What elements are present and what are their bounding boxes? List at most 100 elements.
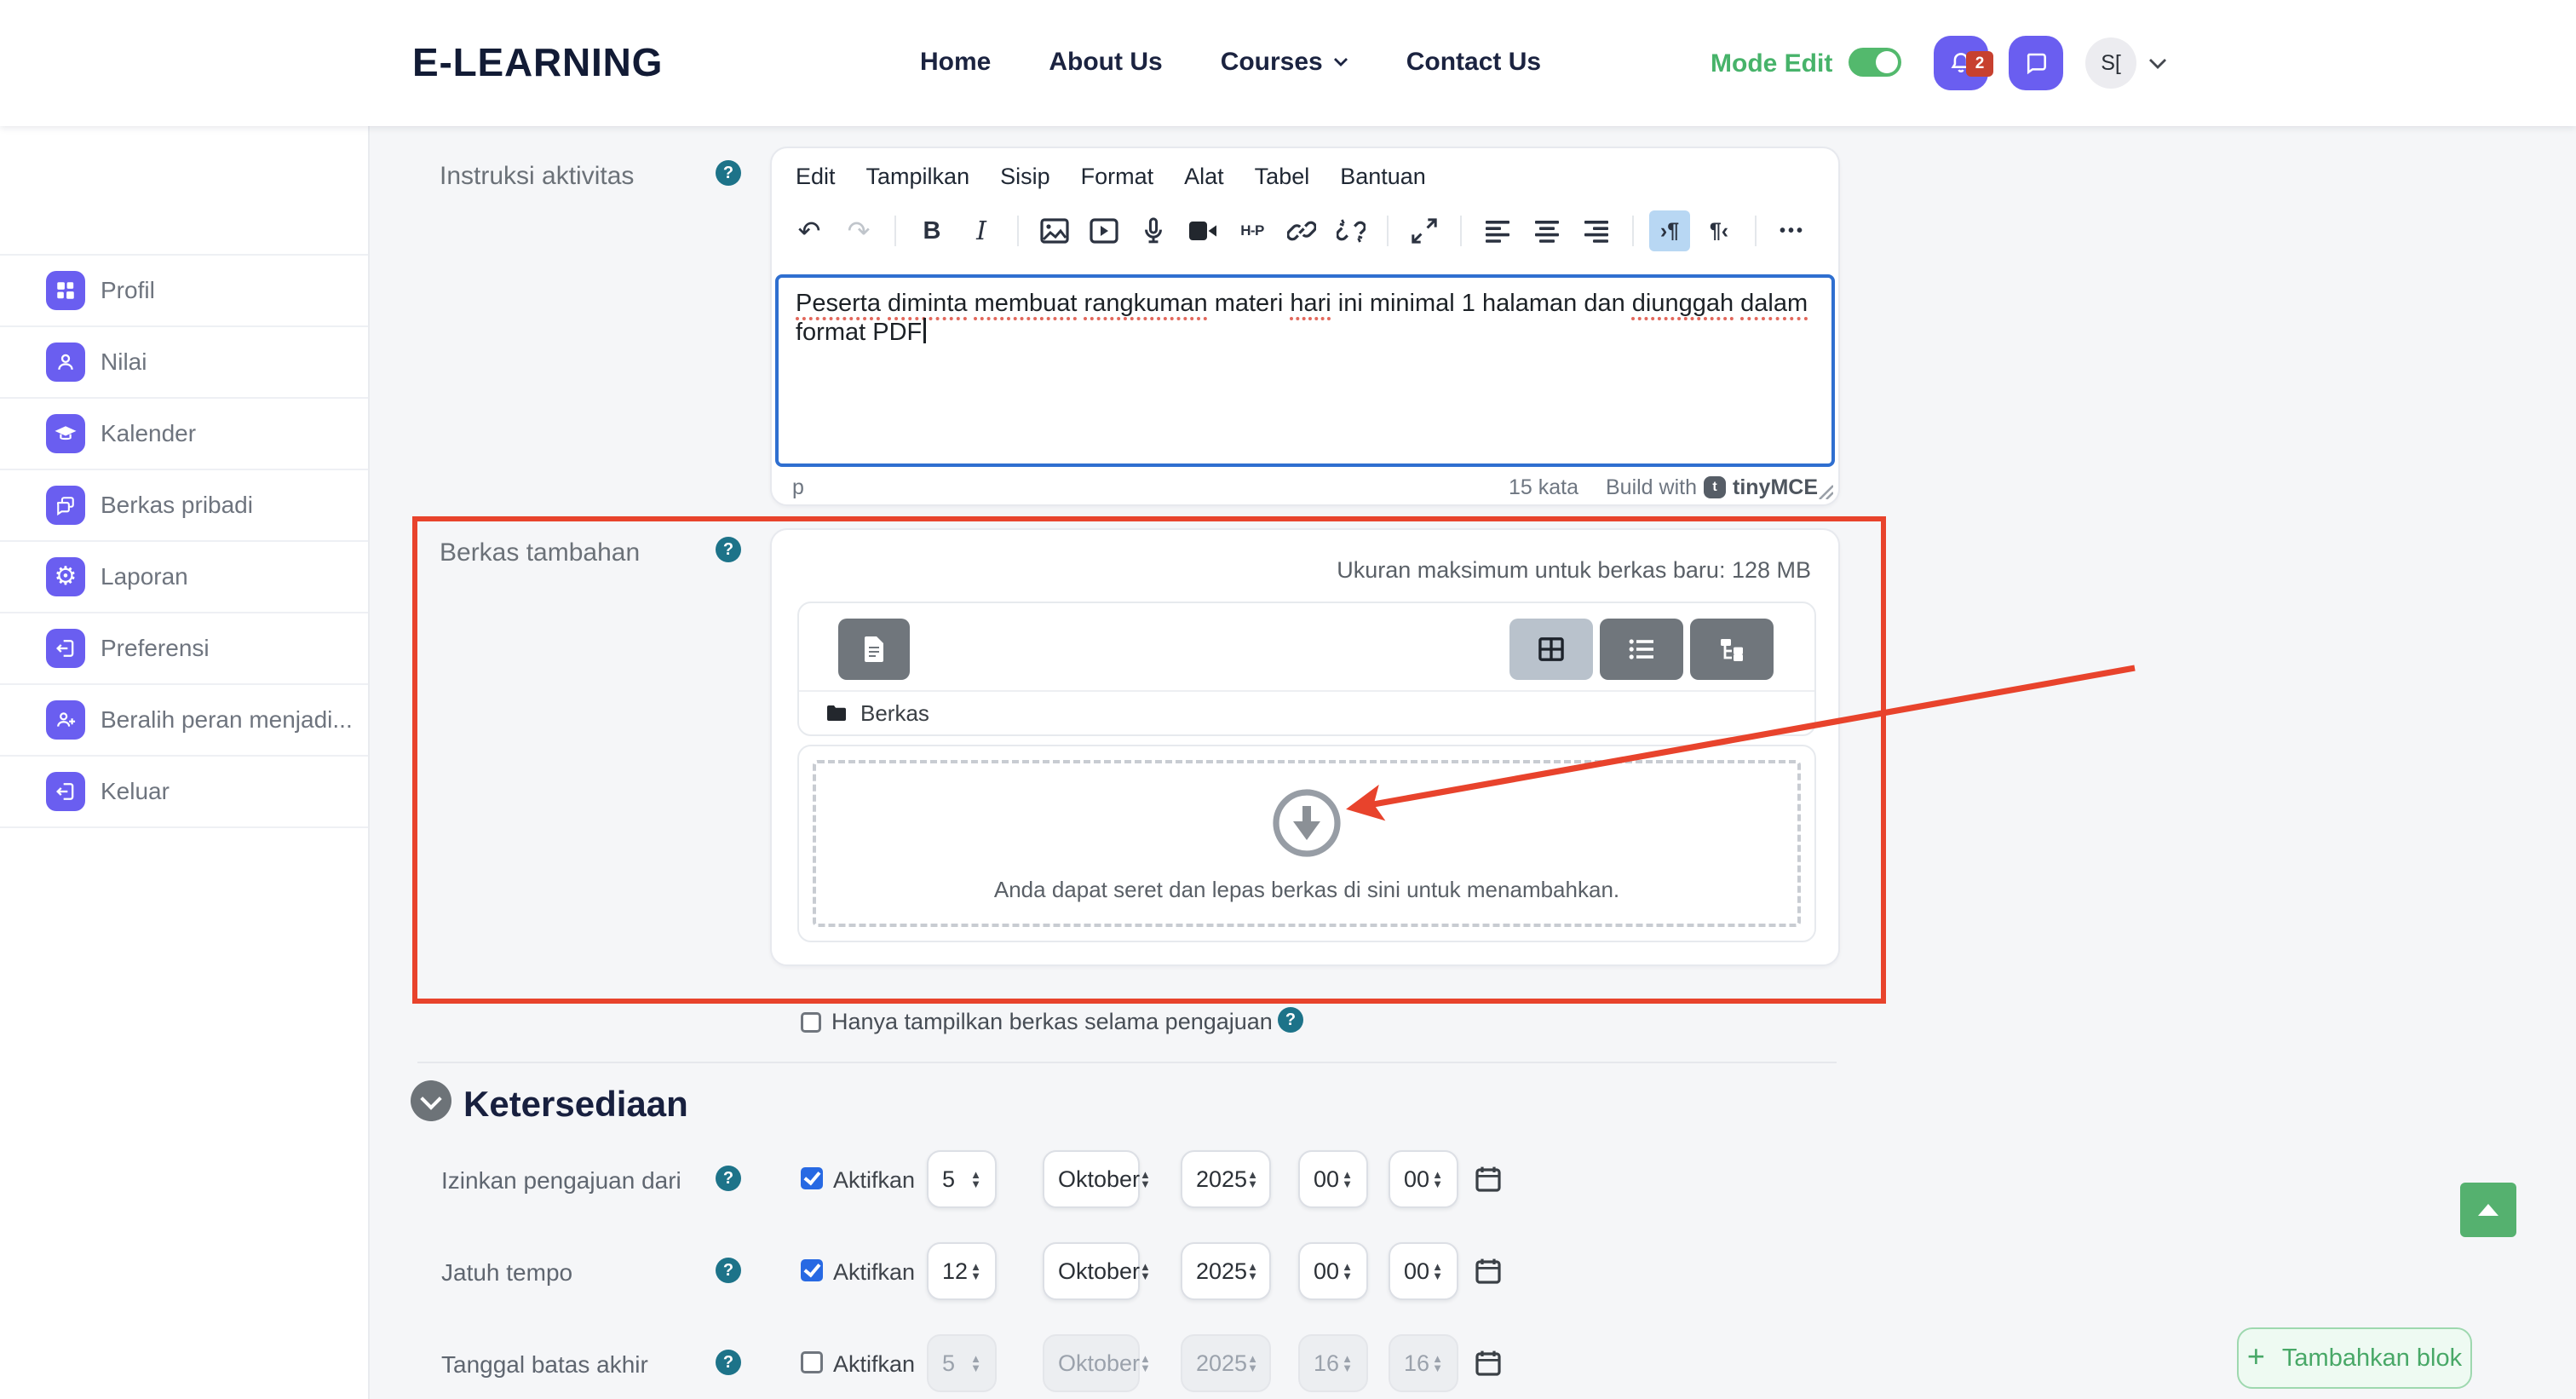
menu-format[interactable]: Format bbox=[1080, 164, 1154, 189]
allow-from-enable-checkbox[interactable] bbox=[801, 1167, 823, 1189]
cutoff-date-calendar-icon[interactable] bbox=[1475, 1350, 1501, 1377]
italic-icon[interactable]: I bbox=[976, 216, 986, 246]
instructions-help-icon[interactable]: ? bbox=[716, 160, 741, 186]
media-icon[interactable] bbox=[1084, 210, 1124, 251]
user-menu-chevron-icon[interactable] bbox=[2148, 58, 2167, 70]
scroll-to-top-button[interactable] bbox=[2460, 1183, 2516, 1237]
show-files-help-icon[interactable]: ? bbox=[1278, 1007, 1303, 1033]
editor-content[interactable]: Peserta diminta membuat rangkuman materi… bbox=[775, 274, 1835, 467]
allow-from-hour-select[interactable]: 00 ▲ ▼ bbox=[1298, 1150, 1368, 1208]
user-icon bbox=[46, 343, 85, 382]
due-date-calendar-icon[interactable] bbox=[1475, 1258, 1501, 1285]
unlink-icon[interactable] bbox=[1331, 210, 1371, 251]
dashboard-icon bbox=[46, 271, 85, 310]
due-date-day-select[interactable]: 12 ▲ ▼ bbox=[927, 1242, 997, 1300]
add-file-button[interactable] bbox=[838, 619, 910, 680]
menu-tampilkan[interactable]: Tampilkan bbox=[865, 164, 970, 189]
tree-view-icon[interactable] bbox=[1690, 619, 1774, 680]
editor-text: Peserta diminta membuat rangkuman materi… bbox=[796, 290, 1808, 346]
redo-icon[interactable]: ↷ bbox=[847, 216, 871, 246]
allow-from-help-icon[interactable]: ? bbox=[716, 1166, 741, 1191]
list-view-icon[interactable] bbox=[1600, 619, 1683, 680]
nav-courses[interactable]: Courses bbox=[1221, 48, 1348, 77]
messages-button[interactable] bbox=[2009, 36, 2063, 90]
align-right-icon[interactable] bbox=[1576, 210, 1617, 251]
more-icon[interactable]: ••• bbox=[1779, 221, 1805, 240]
rtl-icon[interactable]: ¶‹ bbox=[1709, 218, 1729, 243]
nav-home[interactable]: Home bbox=[920, 48, 992, 76]
chat-icon bbox=[2027, 53, 2046, 75]
due-date-minute-select[interactable]: 00 ▲ ▼ bbox=[1389, 1242, 1458, 1300]
folder-path-row[interactable]: Berkas bbox=[799, 690, 1814, 734]
due-date-month-select[interactable]: Oktober ▲ ▼ bbox=[1043, 1242, 1151, 1300]
element-path: p bbox=[792, 475, 804, 499]
mode-edit-toggle[interactable] bbox=[1849, 48, 1901, 77]
link-icon[interactable] bbox=[1281, 210, 1322, 251]
chevron-down-icon bbox=[1333, 58, 1348, 66]
menu-alat[interactable]: Alat bbox=[1184, 164, 1224, 189]
file-dropzone[interactable]: Anda dapat seret dan lepas berkas di sin… bbox=[813, 760, 1801, 927]
allow-from-label: Izinkan pengajuan dari bbox=[441, 1167, 681, 1194]
dropzone-box: Anda dapat seret dan lepas berkas di sin… bbox=[797, 745, 1816, 942]
sidebar-item-berkas-pribadi[interactable]: Berkas pribadi bbox=[0, 470, 368, 542]
due-date-enable-checkbox[interactable] bbox=[801, 1259, 823, 1281]
allow-from-day-select[interactable]: 5 ▲ ▼ bbox=[927, 1150, 997, 1208]
additional-files-help-icon[interactable]: ? bbox=[716, 537, 741, 562]
cutoff-date-help-icon[interactable]: ? bbox=[716, 1350, 741, 1375]
cutoff-date-day-select[interactable]: 5 ▲ ▼ bbox=[927, 1334, 997, 1392]
cutoff-date-enable-checkbox[interactable] bbox=[801, 1351, 823, 1373]
align-center-icon[interactable] bbox=[1527, 210, 1567, 251]
allow-from-calendar-icon[interactable] bbox=[1475, 1166, 1501, 1193]
sidebar-item-nilai[interactable]: Nilai bbox=[0, 327, 368, 399]
cutoff-date-minute-select[interactable]: 16 ▲ ▼ bbox=[1389, 1334, 1458, 1392]
cutoff-date-year-select[interactable]: 2025 ▲ ▼ bbox=[1181, 1334, 1271, 1392]
notifications-button[interactable]: 2 bbox=[1934, 36, 1993, 90]
cutoff-date-hour-select[interactable]: 16 ▲ ▼ bbox=[1298, 1334, 1368, 1392]
allow-from-month-select[interactable]: Oktober ▲ ▼ bbox=[1043, 1150, 1151, 1208]
due-date-help-icon[interactable]: ? bbox=[716, 1258, 741, 1283]
header: E-LEARNING Home About Us Courses Contact… bbox=[0, 0, 2576, 126]
nav-contact-us[interactable]: Contact Us bbox=[1406, 48, 1542, 76]
avatar[interactable]: S[ bbox=[2085, 37, 2136, 89]
allow-from-minute-select[interactable]: 00 ▲ ▼ bbox=[1389, 1150, 1458, 1208]
fullscreen-icon[interactable] bbox=[1404, 210, 1445, 251]
menu-edit[interactable]: Edit bbox=[796, 164, 836, 189]
image-icon[interactable] bbox=[1034, 210, 1075, 251]
editor-toolbar: ↶ ↷ B I H-P ›¶ ¶‹ ••• bbox=[772, 190, 1838, 258]
grid-view-icon[interactable] bbox=[1509, 619, 1593, 680]
bold-icon[interactable]: B bbox=[923, 216, 941, 245]
ltr-icon[interactable]: ›¶ bbox=[1649, 210, 1690, 251]
section-divider bbox=[417, 1062, 1837, 1063]
menu-sisip[interactable]: Sisip bbox=[1000, 164, 1050, 189]
toolbar-separator bbox=[894, 216, 896, 246]
text-cursor bbox=[923, 318, 927, 343]
menu-tabel[interactable]: Tabel bbox=[1254, 164, 1310, 189]
due-date-hour-select[interactable]: 00 ▲ ▼ bbox=[1298, 1242, 1368, 1300]
nav-about-us[interactable]: About Us bbox=[1049, 48, 1163, 76]
video-icon[interactable] bbox=[1182, 210, 1223, 251]
sidebar-item-laporan[interactable]: ⚙ Laporan bbox=[0, 542, 368, 613]
toolbar-separator bbox=[1387, 216, 1389, 246]
resize-grip-icon[interactable] bbox=[1816, 482, 1833, 499]
microphone-icon[interactable] bbox=[1133, 210, 1174, 251]
collapse-section-button[interactable] bbox=[411, 1080, 451, 1121]
allow-from-year-select[interactable]: 2025 ▲ ▼ bbox=[1181, 1150, 1271, 1208]
toolbar-separator bbox=[1460, 216, 1462, 246]
align-left-icon[interactable] bbox=[1477, 210, 1518, 251]
file-toolbar-box: Berkas bbox=[797, 602, 1816, 736]
undo-icon[interactable]: ↶ bbox=[797, 216, 821, 246]
folder-icon bbox=[827, 705, 846, 721]
due-date-year-select[interactable]: 2025 ▲ ▼ bbox=[1181, 1242, 1271, 1300]
sidebar-item-profil[interactable]: Profil bbox=[0, 256, 368, 327]
sidebar-item-keluar[interactable]: Keluar bbox=[0, 757, 368, 828]
toolbar-separator bbox=[1017, 216, 1019, 246]
menu-bantuan[interactable]: Bantuan bbox=[1340, 164, 1426, 189]
add-block-button[interactable]: + Tambahkan blok bbox=[2237, 1327, 2472, 1389]
instructions-label: Instruksi aktivitas bbox=[440, 162, 635, 190]
show-files-checkbox[interactable] bbox=[801, 1012, 821, 1033]
h5p-icon[interactable]: H-P bbox=[1240, 222, 1264, 239]
sidebar-item-kalender[interactable]: Kalender bbox=[0, 399, 368, 470]
cutoff-date-month-select[interactable]: Oktober ▲ ▼ bbox=[1043, 1334, 1151, 1392]
sidebar-item-preferensi[interactable]: Preferensi bbox=[0, 613, 368, 685]
sidebar-item-beralih-peran[interactable]: Beralih peran menjadi... bbox=[0, 685, 368, 757]
